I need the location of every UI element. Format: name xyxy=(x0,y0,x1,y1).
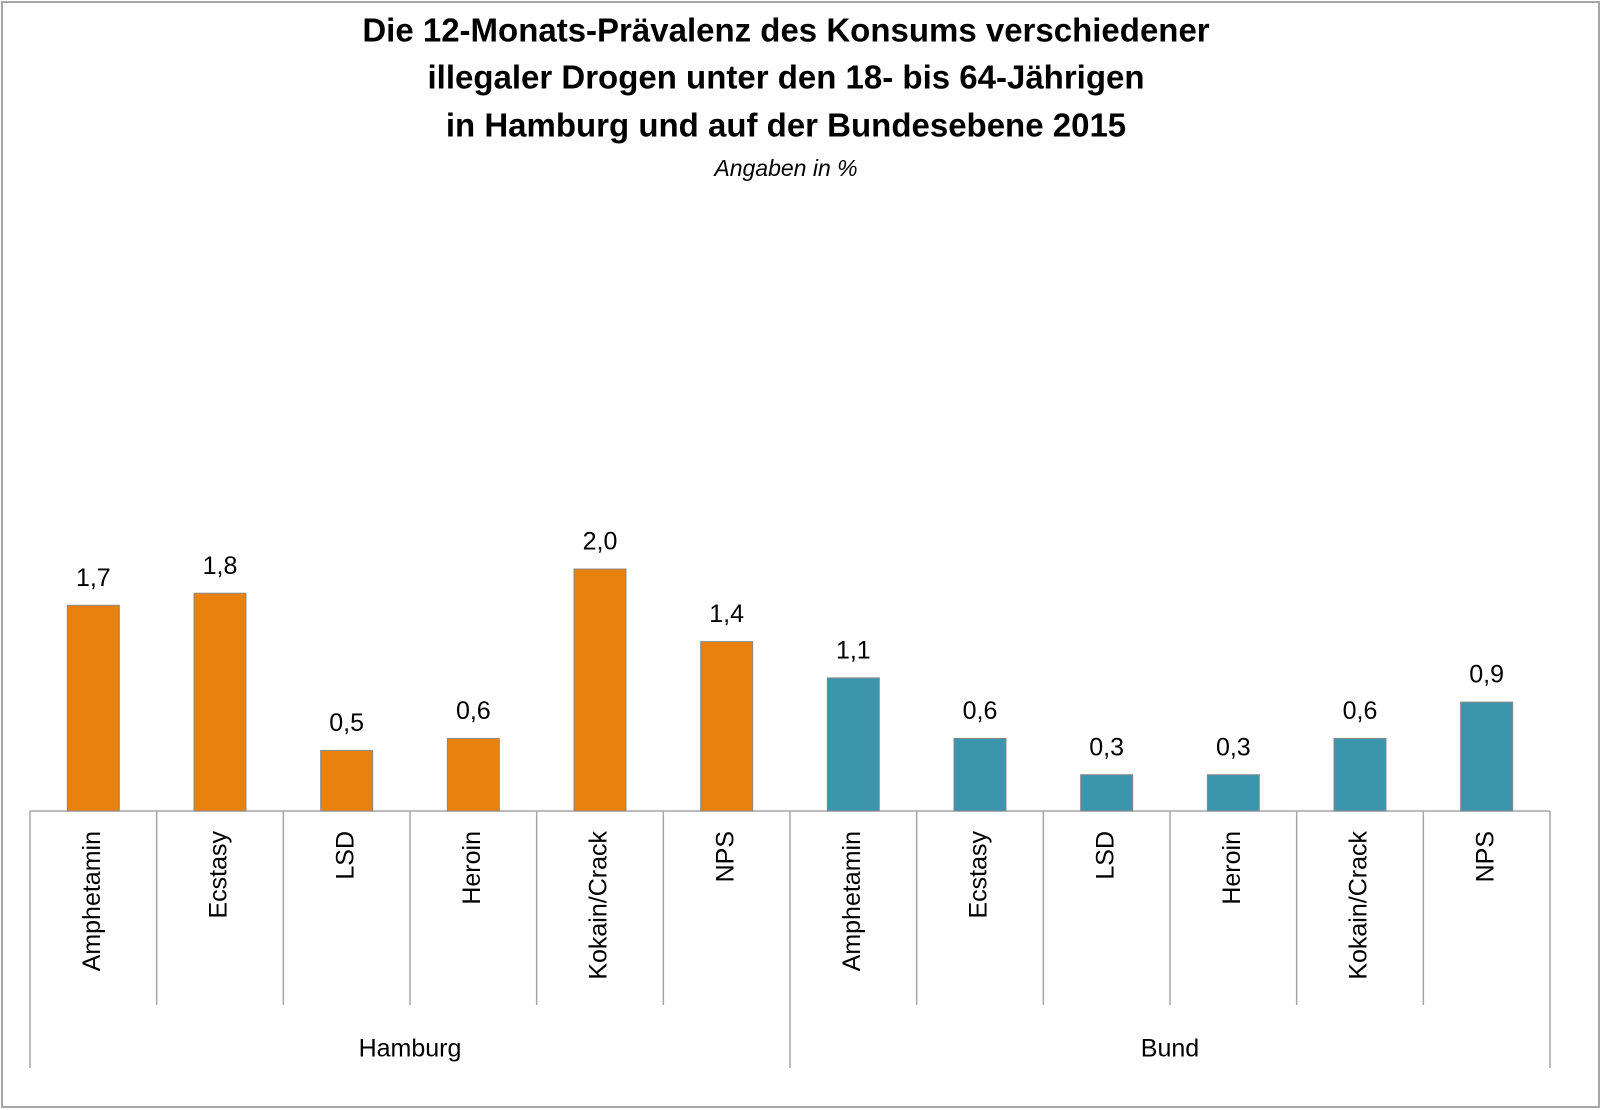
bar xyxy=(953,737,1007,812)
x-tick-label: Kokain/Crack xyxy=(1345,831,1373,980)
x-tick-label: Ecstasy xyxy=(205,831,233,919)
x-tick-label: Amphetamin xyxy=(78,831,106,971)
data-label: 2,0 xyxy=(583,528,618,556)
x-tick-label: Kokain/Crack xyxy=(585,831,613,980)
data-label: 0,3 xyxy=(1216,733,1251,761)
x-tick-label: LSD xyxy=(331,831,359,880)
data-label: 0,6 xyxy=(456,697,491,725)
bar xyxy=(66,604,120,812)
chart-title: in Hamburg und auf der Bundesebene 2015 xyxy=(446,107,1126,144)
group-label: Bund xyxy=(1141,1035,1199,1063)
bar xyxy=(1206,774,1260,812)
data-label: 1,7 xyxy=(76,564,111,592)
data-label: 1,8 xyxy=(203,552,238,580)
x-tick-label: Heroin xyxy=(1218,831,1246,905)
data-label: 1,1 xyxy=(836,637,871,665)
chart-title: illegaler Drogen unter den 18- bis 64-Jä… xyxy=(427,59,1144,96)
bar xyxy=(573,568,627,812)
group-label: Hamburg xyxy=(359,1035,462,1063)
bar xyxy=(700,641,754,812)
data-label: 0,9 xyxy=(1469,661,1504,689)
data-label: 0,6 xyxy=(963,697,998,725)
x-tick-label: NPS xyxy=(711,831,739,882)
data-label: 1,4 xyxy=(709,600,744,628)
x-tick-label: Amphetamin xyxy=(838,831,866,971)
bar xyxy=(826,677,880,812)
x-tick-label: LSD xyxy=(1091,831,1119,880)
bar xyxy=(1333,737,1387,812)
chart-title: Die 12-Monats-Prävalenz des Konsums vers… xyxy=(362,12,1209,49)
bar xyxy=(1460,701,1514,812)
x-tick-label: Ecstasy xyxy=(965,831,993,919)
data-label: 0,3 xyxy=(1089,733,1124,761)
x-tick-label: NPS xyxy=(1471,831,1499,882)
bar xyxy=(1080,774,1134,812)
bar xyxy=(320,750,374,812)
data-label: 0,6 xyxy=(1343,697,1378,725)
chart-subtitle: Angaben in % xyxy=(712,155,857,181)
bar xyxy=(446,737,500,812)
x-tick-label: Heroin xyxy=(458,831,486,905)
data-label: 0,5 xyxy=(329,709,364,737)
bar xyxy=(193,592,247,812)
